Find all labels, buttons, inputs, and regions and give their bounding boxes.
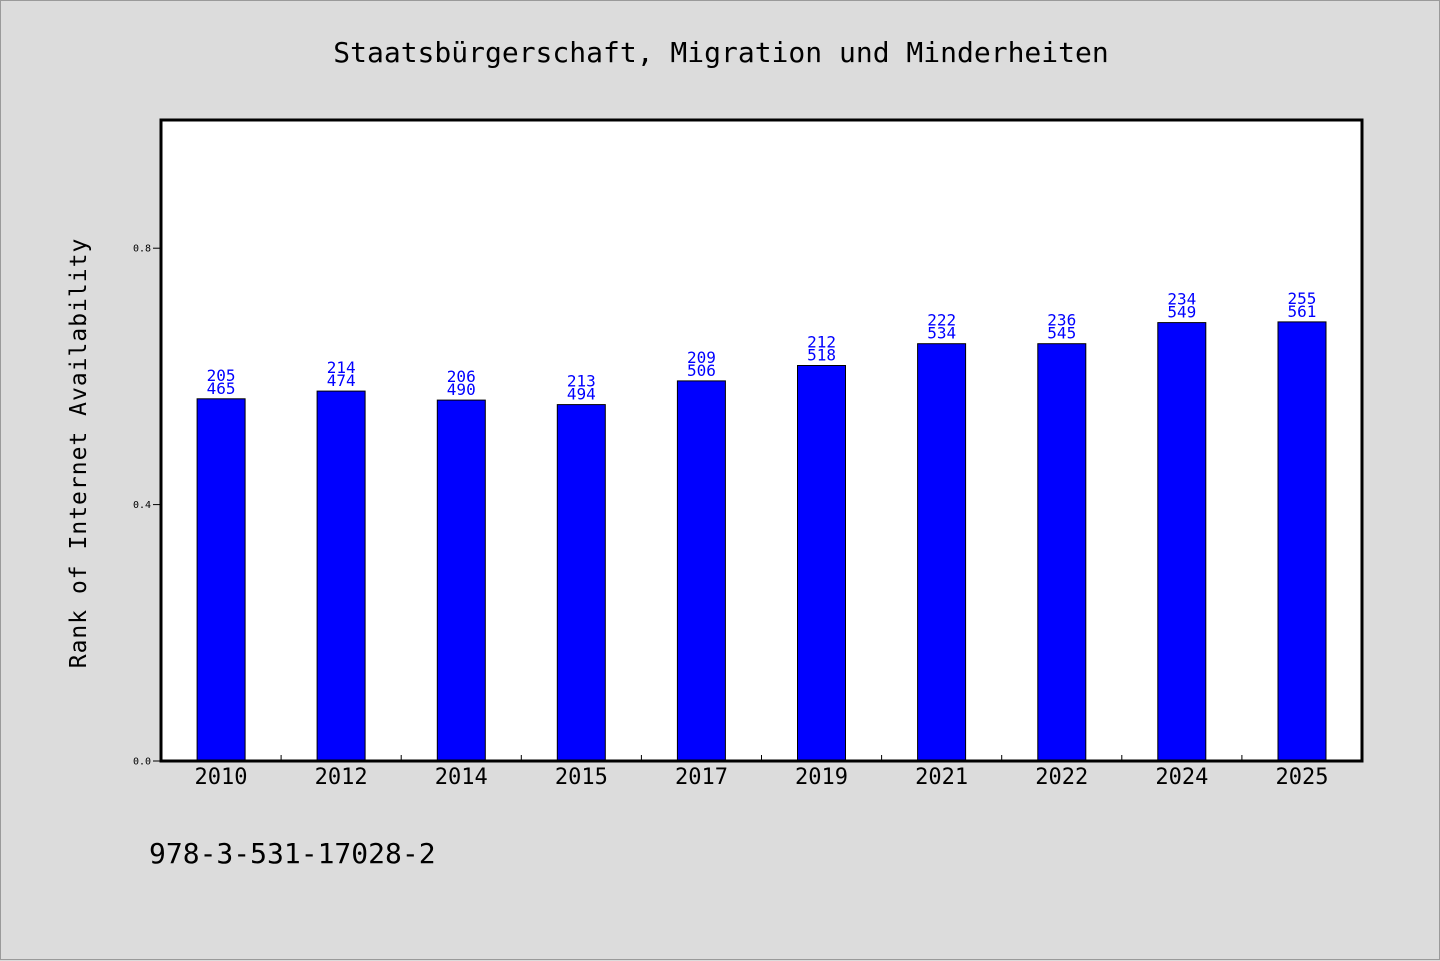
bar-group xyxy=(196,321,1327,762)
bar-2019 xyxy=(797,365,846,762)
bar-2017 xyxy=(676,380,726,762)
data-label-bottom-2012: 474 xyxy=(327,371,356,390)
y-tick-label: 0.0 xyxy=(133,757,151,768)
data-label-bottom-2025: 561 xyxy=(1287,302,1316,321)
data-label-top-2025: 255 xyxy=(1287,289,1316,308)
x-tick-label-2017: 2017 xyxy=(675,765,728,790)
data-label-top-2017: 209 xyxy=(687,348,716,367)
x-tick-label-2021: 2021 xyxy=(915,765,968,790)
bar-2010 xyxy=(196,398,246,762)
y-tick-label: 0.8 xyxy=(133,244,151,255)
x-tick-label-2022: 2022 xyxy=(1035,765,1088,790)
plot-frame xyxy=(159,118,1364,763)
bar-2021 xyxy=(917,343,967,762)
data-label-bottom-2010: 465 xyxy=(207,379,236,398)
y-axis-label: Rank of Internet Availability xyxy=(66,238,92,669)
data-label-bottom-2019: 518 xyxy=(807,346,836,365)
isbn-text: 978-3-531-17028-2 xyxy=(149,837,436,870)
x-tick-label-2012: 2012 xyxy=(315,765,368,790)
data-label-bottom-2022: 545 xyxy=(1047,324,1076,343)
x-tick-label-2024: 2024 xyxy=(1155,765,1208,790)
bar-2012 xyxy=(316,390,366,762)
x-tick-label-2010: 2010 xyxy=(195,765,248,790)
data-label-bottom-2014: 490 xyxy=(447,380,476,399)
data-label-bottom-2024: 549 xyxy=(1167,303,1196,322)
data-label-top-2010: 205 xyxy=(207,366,236,385)
data-label-top-2021: 222 xyxy=(927,311,956,330)
x-tick-label-2025: 2025 xyxy=(1275,765,1328,790)
data-label-top-2019: 212 xyxy=(807,333,836,352)
bar-2024 xyxy=(1157,322,1207,762)
y-tick-label: 0.4 xyxy=(133,500,151,511)
x-tick-label-2014: 2014 xyxy=(435,765,488,790)
bar-2022 xyxy=(1037,343,1087,762)
data-label-bottom-2017: 506 xyxy=(687,361,716,380)
chart-title: Staatsbürgerschaft, Migration und Minder… xyxy=(333,36,1108,69)
bar-2025 xyxy=(1277,321,1327,762)
data-label-bottom-2021: 534 xyxy=(927,324,956,343)
data-label-top-2022: 236 xyxy=(1047,311,1076,330)
data-label-top-2014: 206 xyxy=(447,367,476,386)
x-tick-label-2015: 2015 xyxy=(555,765,608,790)
data-label-top-2012: 214 xyxy=(327,358,356,377)
bar-2014 xyxy=(436,399,486,762)
data-label-top-2015: 213 xyxy=(567,372,596,391)
data-label-top-2024: 234 xyxy=(1167,290,1196,309)
x-axis: 2010 2012 2014 2015 2017 2019 2021 2022 2024 2025 xyxy=(195,755,1328,790)
x-tick-label-2019: 2019 xyxy=(795,765,848,790)
y-axis: 0.0 0.4 0.8 xyxy=(133,244,161,768)
data-label-bottom-2015: 494 xyxy=(567,385,596,404)
bar-2015 xyxy=(556,404,606,762)
